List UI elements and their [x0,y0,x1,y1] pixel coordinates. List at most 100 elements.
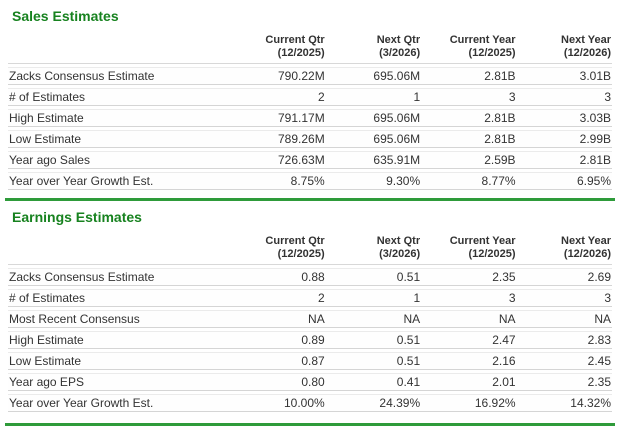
cell-value: 16.92% [421,394,517,412]
cell-value: NA [230,310,326,328]
column-label: Next Year [561,34,611,46]
table-row: Year ago EPS 0.80 0.41 2.01 2.35 [8,373,612,391]
sales-estimates-table: Current Qtr (12/2025) Next Qtr (3/2026) … [8,29,612,193]
row-label: Low Estimate [8,352,231,370]
table-row: Low Estimate 789.26M 695.06M 2.81B 2.99B [8,130,612,148]
sales-section-title: Sales Estimates [12,8,119,24]
earnings-estimates-section: Earnings Estimates Current Qtr (12/2025)… [0,201,620,415]
row-label: High Estimate [8,109,231,127]
column-period: (12/2026) [563,47,611,59]
table-row: Zacks Consensus Estimate 0.88 0.51 2.35 … [8,268,612,286]
cell-value: 14.32% [516,394,612,412]
cell-value: 2.81B [421,130,517,148]
column-period: (12/2025) [468,47,516,59]
column-period: (12/2025) [468,248,516,260]
row-label: Most Recent Consensus [8,310,231,328]
column-header-next-qtr: Next Qtr (3/2026) [325,233,422,265]
cell-value: 10.00% [230,394,326,412]
table-row: High Estimate 791.17M 695.06M 2.81B 3.03… [8,109,612,127]
cell-value: 2.45 [516,352,612,370]
column-period: (12/2025) [277,248,325,260]
column-period: (3/2026) [379,47,421,59]
cell-value: 24.39% [325,394,422,412]
table-row: Year ago Sales 726.63M 635.91M 2.59B 2.8… [8,151,612,169]
section-divider [5,198,615,201]
cell-value: 2.99B [516,130,612,148]
column-header-row: Current Qtr (12/2025) Next Qtr (3/2026) … [8,32,612,64]
cell-value: 2.01 [421,373,517,391]
column-header-next-qtr: Next Qtr (3/2026) [325,32,422,64]
cell-value: 2.81B [421,109,517,127]
cell-value: 0.51 [325,352,422,370]
cell-value: 3.01B [516,67,612,85]
row-label: Year over Year Growth Est. [8,172,231,190]
column-header-current-qtr: Current Qtr (12/2025) [230,233,326,265]
cell-value: NA [421,310,517,328]
cell-value: 3 [421,88,517,106]
cell-value: 2.35 [421,268,517,286]
column-label: Current Qtr [265,34,325,46]
column-label: Current Year [449,34,516,46]
cell-value: 791.17M [230,109,326,127]
table-row: Most Recent Consensus NA NA NA NA [8,310,612,328]
column-label: Next Qtr [376,34,421,46]
cell-value: 1 [325,88,422,106]
table-row: # of Estimates 2 1 3 3 [8,289,612,307]
cell-value: 726.63M [230,151,326,169]
column-label: Current Year [449,235,516,247]
column-header-current-year: Current Year (12/2025) [421,32,517,64]
cell-value: 3 [516,289,612,307]
cell-value: 2.47 [421,331,517,349]
cell-value: 0.89 [230,331,326,349]
cell-value: 2.81B [516,151,612,169]
cell-value: 0.88 [230,268,326,286]
row-label: Zacks Consensus Estimate [8,67,231,85]
cell-value: 0.87 [230,352,326,370]
row-label: # of Estimates [8,88,231,106]
cell-value: 8.77% [421,172,517,190]
cell-value: 0.80 [230,373,326,391]
cell-value: NA [516,310,612,328]
column-header-next-year: Next Year (12/2026) [516,32,612,64]
cell-value: 8.75% [230,172,326,190]
earnings-section-title: Earnings Estimates [12,209,142,225]
row-label: High Estimate [8,331,231,349]
row-label: Zacks Consensus Estimate [8,268,231,286]
row-label: Year over Year Growth Est. [8,394,231,412]
cell-value: 0.51 [325,268,422,286]
cell-value: NA [325,310,422,328]
cell-value: 6.95% [516,172,612,190]
table-row: Year over Year Growth Est. 8.75% 9.30% 8… [8,172,612,190]
column-label: Next Qtr [376,235,421,247]
cell-value: 3.03B [516,109,612,127]
empty-header-cell [8,233,231,265]
column-label: Next Year [561,235,611,247]
row-label: Year ago EPS [8,373,231,391]
table-row: High Estimate 0.89 0.51 2.47 2.83 [8,331,612,349]
table-row: # of Estimates 2 1 3 3 [8,88,612,106]
cell-value: 3 [421,289,517,307]
table-row: Low Estimate 0.87 0.51 2.16 2.45 [8,352,612,370]
cell-value: 2.59B [421,151,517,169]
earnings-estimates-table: Current Qtr (12/2025) Next Qtr (3/2026) … [8,230,612,415]
empty-header-cell [8,32,231,64]
column-period: (12/2025) [277,47,325,59]
cell-value: 789.26M [230,130,326,148]
cell-value: 0.51 [325,331,422,349]
column-label: Current Qtr [265,235,325,247]
cell-value: 9.30% [325,172,422,190]
row-label: Low Estimate [8,130,231,148]
row-label: # of Estimates [8,289,231,307]
cell-value: 695.06M [325,109,422,127]
cell-value: 2 [230,88,326,106]
column-period: (12/2026) [563,248,611,260]
column-header-current-year: Current Year (12/2025) [421,233,517,265]
cell-value: 2.83 [516,331,612,349]
cell-value: 2.35 [516,373,612,391]
cell-value: 790.22M [230,67,326,85]
column-header-current-qtr: Current Qtr (12/2025) [230,32,326,64]
sales-estimates-section: Sales Estimates Current Qtr (12/2025) Ne… [0,0,620,193]
cell-value: 2.16 [421,352,517,370]
row-label: Year ago Sales [8,151,231,169]
table-row: Year over Year Growth Est. 10.00% 24.39%… [8,394,612,412]
